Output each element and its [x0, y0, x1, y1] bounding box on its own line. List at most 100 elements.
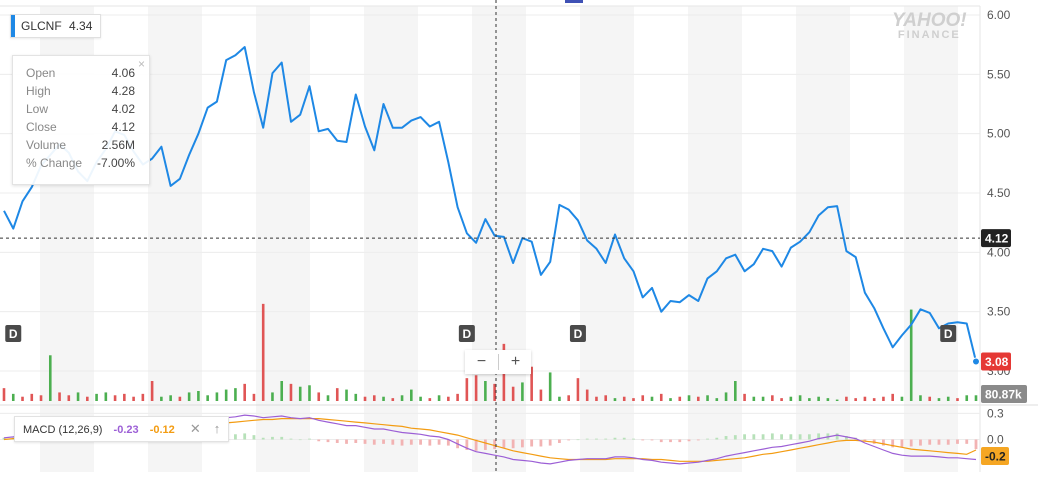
arrow-up-icon[interactable]: ↑: [213, 421, 221, 436]
volume-bar: [30, 393, 34, 401]
volume-bar: [650, 396, 654, 401]
zoom-divider: [498, 354, 499, 370]
range-handle: [565, 0, 583, 3]
macd-histogram-bar: [974, 439, 978, 450]
macd-histogram-bar: [669, 439, 672, 443]
macd-histogram-bar: [965, 439, 969, 444]
macd-indicator-label: MACD (12,26,9): [23, 424, 103, 436]
volume-bar: [539, 389, 543, 401]
macd-histogram-bar: [882, 439, 885, 446]
y-tick-label: 4.50: [987, 186, 1011, 200]
background-band: [796, 6, 850, 472]
volume-bar: [280, 381, 284, 401]
close-icon[interactable]: ×: [137, 57, 145, 71]
volume-bar: [511, 386, 515, 401]
volume-bar: [937, 398, 941, 401]
volume-bar: [604, 395, 608, 401]
volume-bar: [178, 396, 182, 401]
background-bands: [40, 0, 958, 472]
macd-histogram-bar: [632, 438, 635, 440]
volume-bar: [595, 396, 598, 401]
ohlc-row-low: Low 4.02: [26, 100, 135, 118]
volume-bar: [428, 398, 432, 401]
volume-bar: [308, 385, 311, 401]
macd-legend[interactable]: MACD (12,26,9) -0.23 -0.12 ✕ ↑: [14, 416, 230, 442]
macd-last-badge: [981, 447, 1009, 465]
ticker-label[interactable]: GLCNF 4.34: [10, 14, 102, 38]
volume-bar: [946, 396, 950, 401]
volume-bar: [298, 386, 302, 401]
price-line: [3, 46, 977, 362]
volume-bar: [641, 395, 645, 401]
volume-bar: [271, 392, 274, 401]
volume-bar: [456, 393, 459, 401]
volume-bar: [780, 398, 783, 401]
volume-bar: [345, 389, 348, 401]
macd-histogram-bar: [835, 433, 839, 440]
macd-histogram-bar: [900, 439, 904, 448]
macd-histogram-bar: [798, 434, 802, 440]
volume-bar: [585, 389, 589, 401]
volume-bar: [197, 391, 200, 401]
volume-bar: [734, 381, 737, 401]
volume-bar: [974, 395, 978, 401]
volume-bar: [354, 393, 358, 401]
zoom-out-button[interactable]: −: [476, 353, 487, 370]
volume-bar: [743, 393, 746, 401]
macd-histogram-bar: [437, 439, 441, 445]
volume-bar: [845, 396, 848, 401]
volume-bar: [696, 396, 700, 401]
macd-histogram-bar: [2, 437, 6, 440]
last-price-badge: [981, 352, 1011, 371]
volume-bar: [474, 375, 478, 401]
macd-histogram-bar: [326, 439, 330, 443]
volume-bar: [521, 382, 524, 401]
background-band: [472, 6, 526, 472]
macd-histogram-bar: [363, 439, 367, 444]
volume-bar: [48, 355, 52, 401]
macd-histogram-bar: [308, 438, 311, 440]
volume-bar: [234, 388, 237, 401]
macd-histogram-bar: [252, 435, 256, 440]
volume-bar: [67, 395, 71, 401]
crosshair: [0, 0, 980, 472]
series-color-swatch: [11, 15, 15, 37]
macd-histogram-bar: [706, 438, 709, 440]
macd-histogram-bar: [678, 439, 682, 443]
volume-bar: [419, 396, 422, 401]
volume-bar: [465, 378, 469, 401]
volume-bar: [891, 393, 894, 401]
ohlc-value: 2.56M: [101, 138, 135, 152]
volume-bar: [687, 395, 691, 401]
macd-histogram-bar: [595, 438, 598, 440]
macd-histogram-bar: [733, 435, 737, 440]
close-icon[interactable]: ✕: [189, 421, 201, 436]
dividend-marker: [5, 325, 22, 342]
macd-histogram-bar: [770, 433, 774, 440]
dividend-marker-label: D: [9, 327, 18, 341]
macd-histogram-bar: [474, 439, 478, 451]
ohlc-label: % Change: [26, 156, 83, 170]
macd-histogram-bar: [261, 437, 265, 440]
y-tick-label: 6.00: [987, 8, 1011, 22]
ohlc-value: 4.02: [111, 102, 135, 116]
volume-bar: [243, 383, 246, 401]
volume-bar: [335, 388, 339, 401]
macd-histogram-bar: [817, 433, 821, 440]
macd-histogram-bar: [650, 439, 654, 441]
macd-y-tick-label: 0.3: [987, 406, 1004, 420]
macd-value: -0.23: [113, 424, 139, 436]
zoom-in-button[interactable]: +: [510, 353, 521, 370]
volume-bar: [956, 398, 959, 401]
background-band: [688, 6, 742, 472]
macd-histogram-bar: [345, 439, 348, 444]
zoom-control: − +: [465, 350, 531, 374]
dividend-marker-label: D: [574, 327, 583, 341]
volume-bar: [2, 388, 6, 401]
macd-histogram-bar: [567, 439, 571, 441]
volume-bar: [798, 395, 802, 401]
macd-histogram-bar: [372, 439, 376, 445]
